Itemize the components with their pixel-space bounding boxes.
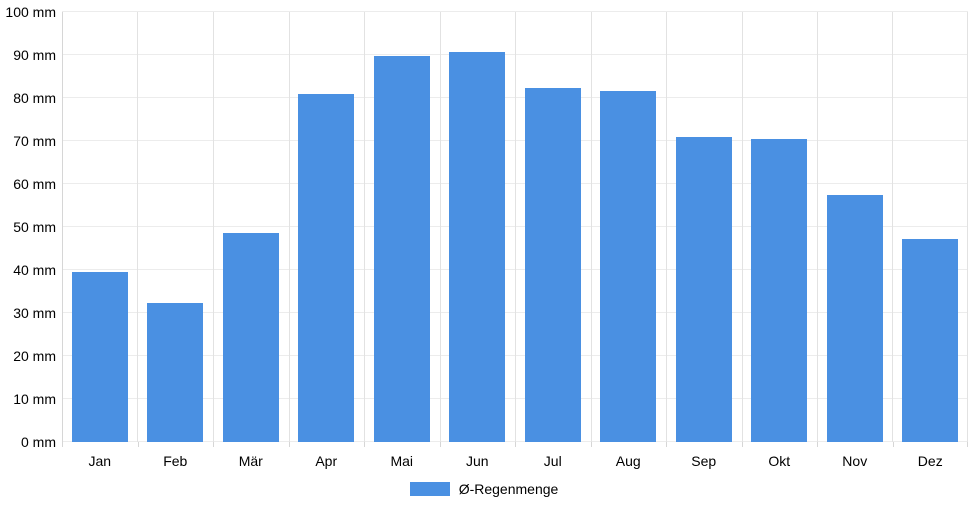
x-axis-tick-3 — [288, 442, 290, 447]
x-tick-label-mai: Mai — [390, 453, 414, 469]
vgridline-1 — [137, 12, 139, 442]
bar-jul[interactable] — [524, 88, 581, 442]
vgridline-9 — [741, 12, 743, 442]
bar-feb[interactable] — [147, 302, 204, 442]
y-tick-label-10: 10 mm — [13, 391, 56, 407]
x-axis-tick-7 — [590, 442, 592, 447]
y-tick-label-30: 30 mm — [13, 305, 56, 321]
vgridline-7 — [590, 12, 592, 442]
bar-mai[interactable] — [373, 55, 430, 442]
x-axis-tick-5 — [439, 442, 441, 447]
x-tick-label-dez: Dez — [917, 453, 943, 469]
x-tick-label-jan: Jan — [88, 453, 112, 469]
bar-nov[interactable] — [826, 195, 883, 442]
y-tick-label-70: 70 mm — [13, 133, 56, 149]
bar-jan[interactable] — [71, 272, 128, 442]
vgridline-6 — [515, 12, 516, 442]
bar-mär[interactable] — [222, 233, 279, 442]
x-tick-label-mär: Mär — [238, 453, 263, 469]
legend[interactable]: Ø-Regenmenge — [0, 481, 968, 497]
y-tick-label-80: 80 mm — [13, 90, 56, 106]
x-axis-tick-1 — [137, 442, 139, 447]
y-tick-label-60: 60 mm — [13, 176, 56, 192]
x-axis-tick-10 — [817, 442, 818, 447]
vgridline-4 — [363, 12, 365, 442]
vgridline-11 — [892, 12, 894, 442]
bar-aug[interactable] — [600, 91, 657, 442]
legend-swatch — [409, 482, 450, 496]
y-tick-label-90: 90 mm — [13, 47, 56, 63]
x-tick-label-apr: Apr — [315, 453, 338, 469]
y-tick-label-20: 20 mm — [13, 348, 56, 364]
x-tick-label-nov: Nov — [842, 453, 868, 469]
x-axis-tick-6 — [515, 442, 516, 447]
x-tick-label-aug: Aug — [615, 453, 641, 469]
x-axis-tick-11 — [892, 442, 894, 447]
x-tick-label-okt: Okt — [768, 453, 791, 469]
vgridline-3 — [288, 12, 290, 442]
y-tick-label-40: 40 mm — [13, 262, 56, 278]
x-tick-label-jun: Jun — [465, 453, 489, 469]
y-tick-label-0: 0 mm — [21, 434, 56, 450]
x-axis-tick-0 — [62, 442, 63, 447]
vgridline-10 — [817, 12, 818, 442]
bar-sep[interactable] — [675, 136, 732, 442]
x-axis-tick-9 — [741, 442, 743, 447]
x-tick-label-jul: Jul — [543, 453, 562, 469]
y-tick-label-100: 100 mm — [5, 4, 56, 20]
plot-area — [62, 11, 968, 442]
bar-okt[interactable] — [751, 138, 808, 442]
vgridline-2 — [212, 12, 214, 442]
vgridline-8 — [665, 12, 667, 442]
x-tick-label-sep: Sep — [691, 453, 717, 469]
hgridline-100 — [62, 11, 968, 12]
bar-dez[interactable] — [902, 239, 959, 442]
legend-label: Ø-Regenmenge — [458, 481, 559, 497]
x-tick-label-feb: Feb — [163, 453, 188, 469]
y-tick-label-50: 50 mm — [13, 219, 56, 235]
vgridline-5 — [439, 12, 441, 442]
x-axis-tick-8 — [666, 442, 667, 447]
bar-apr[interactable] — [298, 94, 355, 442]
x-axis-tick-2 — [213, 442, 214, 447]
y-axis-line — [62, 12, 63, 442]
x-axis-tick-4 — [364, 442, 365, 447]
bar-jun[interactable] — [449, 52, 506, 442]
